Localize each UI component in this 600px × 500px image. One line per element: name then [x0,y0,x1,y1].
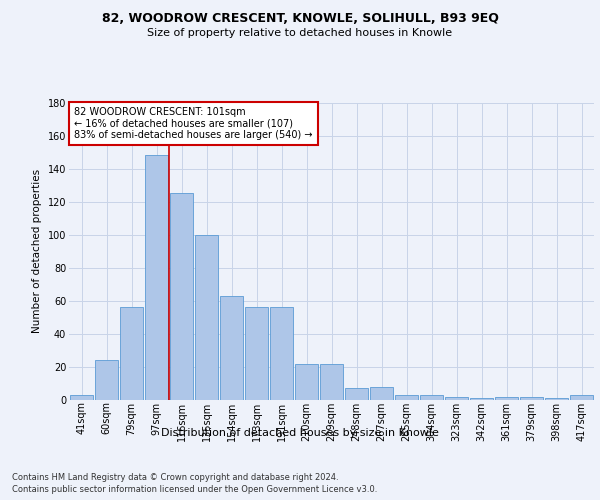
Text: Distribution of detached houses by size in Knowle: Distribution of detached houses by size … [161,428,439,438]
Bar [170,194,193,400]
Bar [495,396,518,400]
Text: 82 WOODROW CRESCENT: 101sqm
← 16% of detached houses are smaller (107)
83% of se: 82 WOODROW CRESCENT: 101sqm ← 16% of det… [74,107,313,140]
Bar [395,395,418,400]
Bar [420,395,443,400]
Text: Size of property relative to detached houses in Knowle: Size of property relative to detached ho… [148,28,452,38]
Bar [520,396,543,400]
Bar [95,360,118,400]
Bar [270,308,293,400]
Bar [120,308,143,400]
Bar [220,296,243,400]
Text: 82, WOODROW CRESCENT, KNOWLE, SOLIHULL, B93 9EQ: 82, WOODROW CRESCENT, KNOWLE, SOLIHULL, … [101,12,499,26]
Bar [295,364,318,400]
Bar [445,396,468,400]
Y-axis label: Number of detached properties: Number of detached properties [32,169,42,334]
Bar [320,364,343,400]
Text: Contains HM Land Registry data © Crown copyright and database right 2024.: Contains HM Land Registry data © Crown c… [12,472,338,482]
Bar [145,156,168,400]
Bar [70,395,93,400]
Bar [245,308,268,400]
Bar [470,398,493,400]
Bar [195,234,218,400]
Bar [545,398,568,400]
Bar [570,395,593,400]
Bar [345,388,368,400]
Bar [370,387,393,400]
Text: Contains public sector information licensed under the Open Government Licence v3: Contains public sector information licen… [12,485,377,494]
